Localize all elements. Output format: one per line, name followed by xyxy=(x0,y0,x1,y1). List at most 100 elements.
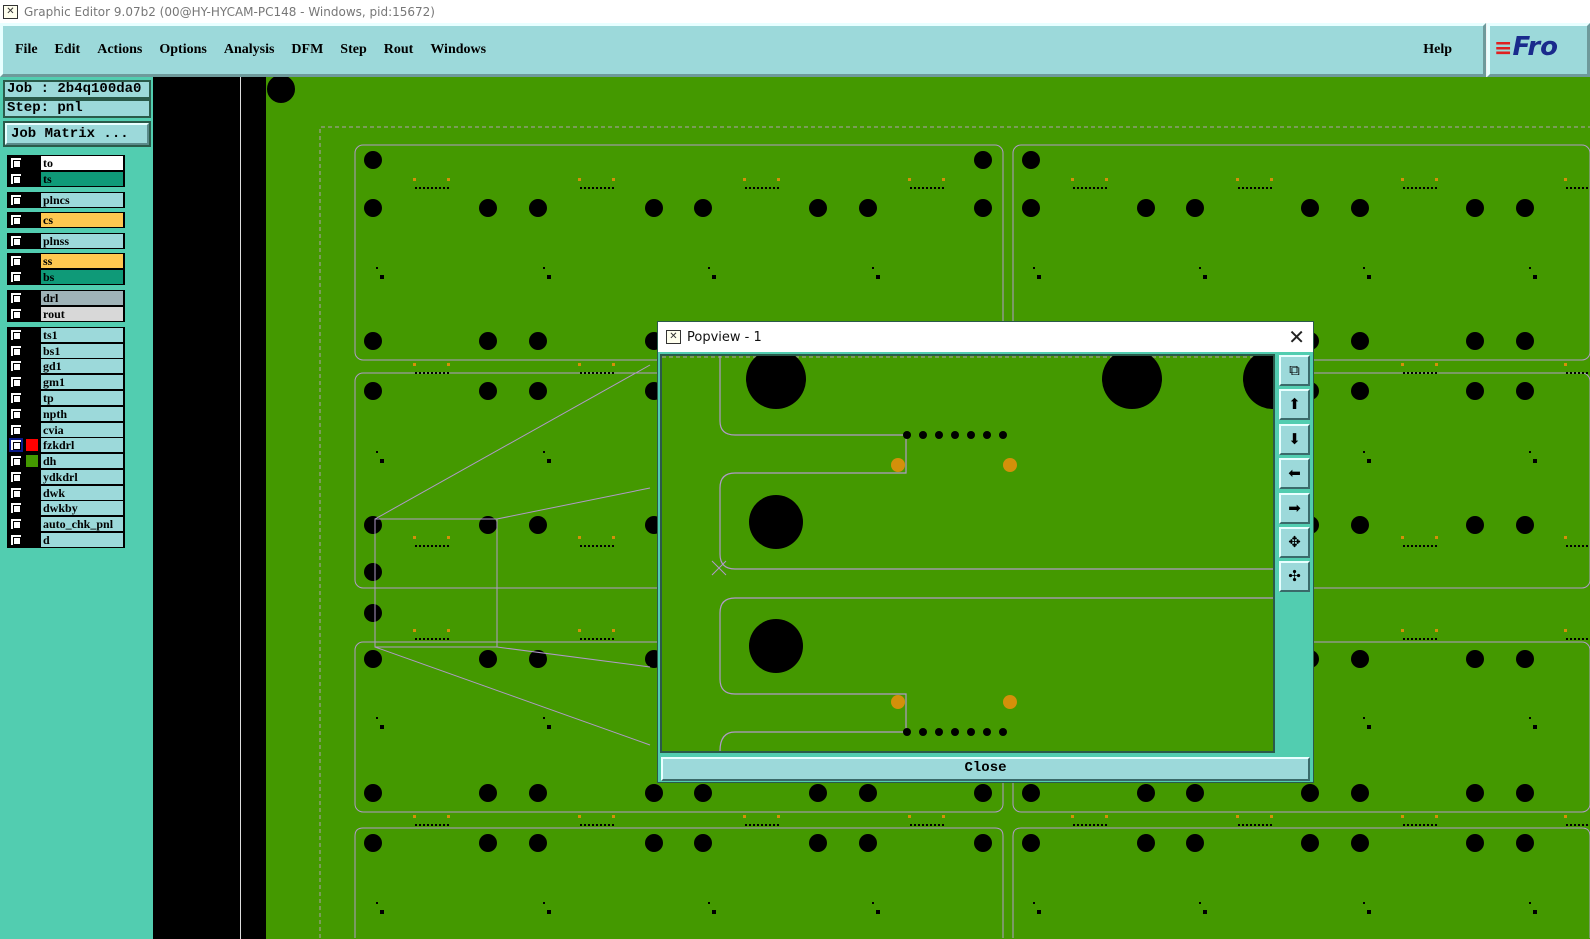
pad-row xyxy=(1423,372,1425,374)
pad-row xyxy=(918,187,920,189)
layer-row-rout[interactable]: rout xyxy=(7,306,125,322)
zoom-out-icon[interactable]: ✣ xyxy=(1279,561,1310,592)
layer-row-gd1[interactable]: gd1 xyxy=(7,358,125,374)
menu-analysis[interactable]: Analysis xyxy=(223,42,275,57)
pad-row xyxy=(753,187,755,189)
layer-checkbox[interactable] xyxy=(9,533,23,547)
small-pad xyxy=(1529,267,1531,269)
menu-dfm[interactable]: DFM xyxy=(291,42,324,57)
layer-checkbox[interactable] xyxy=(9,359,23,373)
pad-row xyxy=(596,372,598,374)
pad-row xyxy=(1578,545,1580,547)
pan-down-icon[interactable]: ⬇ xyxy=(1279,424,1310,455)
pad-row xyxy=(1270,824,1272,826)
close-icon[interactable]: ✕ xyxy=(1288,325,1305,349)
drill-hole xyxy=(479,516,497,534)
menu-file[interactable]: File xyxy=(15,42,38,57)
layer-checkbox[interactable] xyxy=(9,391,23,405)
layer-row-cvia[interactable]: cvia xyxy=(7,422,125,438)
drill-hole xyxy=(364,563,382,581)
layer-checkbox[interactable] xyxy=(9,156,23,170)
layer-checkbox[interactable] xyxy=(9,234,23,248)
smd-pad xyxy=(967,431,975,439)
drill-hole xyxy=(1301,199,1319,217)
pad-row xyxy=(1574,545,1576,547)
layer-checkbox[interactable] xyxy=(9,375,23,389)
layer-checkbox[interactable] xyxy=(9,307,23,321)
orange-pad xyxy=(891,458,905,472)
zoom-home-icon[interactable]: ⧉ xyxy=(1279,355,1310,386)
layer-row-fzkdrl[interactable]: fzkdrl xyxy=(7,437,125,453)
layer-row-d[interactable]: d xyxy=(7,532,125,548)
layer-row-plncs[interactable]: plncs xyxy=(7,192,125,208)
layer-checkbox[interactable] xyxy=(9,344,23,358)
layer-row-dwk[interactable]: dwk xyxy=(7,485,125,501)
layer-row-dwkby[interactable]: dwkby xyxy=(7,500,125,516)
layer-color-swatch xyxy=(26,157,38,169)
zoom-in-icon[interactable]: ✥ xyxy=(1279,527,1310,558)
orange-pad xyxy=(1236,178,1239,181)
layer-row-bs1[interactable]: bs1 xyxy=(7,343,125,359)
menu-edit[interactable]: Edit xyxy=(54,42,81,57)
pad-row xyxy=(1435,545,1437,547)
layer-checkbox[interactable] xyxy=(9,172,23,186)
drill-hole xyxy=(1516,516,1534,534)
pan-right-icon[interactable]: ➡ xyxy=(1279,493,1310,524)
layer-checkbox[interactable] xyxy=(9,501,23,515)
popview-close-button[interactable]: Close xyxy=(661,757,1310,781)
job-matrix-button[interactable]: Job Matrix ... xyxy=(3,121,151,147)
layer-row-ts1[interactable]: ts1 xyxy=(7,327,125,343)
layer-checkbox[interactable] xyxy=(9,270,23,284)
layer-checkbox[interactable] xyxy=(9,407,23,421)
layer-row-ydkdrl[interactable]: ydkdrl xyxy=(7,469,125,485)
layer-row-to[interactable]: to xyxy=(7,155,125,171)
menu-actions[interactable]: Actions xyxy=(97,42,143,57)
layer-row-npth[interactable]: npth xyxy=(7,406,125,422)
layer-checkbox[interactable] xyxy=(9,254,23,268)
small-pad xyxy=(1363,902,1365,904)
layer-checkbox[interactable] xyxy=(9,470,23,484)
layer-checkbox[interactable] xyxy=(9,454,23,468)
pad-row xyxy=(1411,824,1413,826)
layer-checkbox[interactable] xyxy=(9,438,23,452)
layer-checkbox[interactable] xyxy=(9,291,23,305)
layer-row-auto_chk_pnl[interactable]: auto_chk_pnl xyxy=(7,516,125,532)
layer-name: bs1 xyxy=(41,344,123,358)
pad-row xyxy=(922,187,924,189)
orange-pad xyxy=(1003,458,1017,472)
layer-checkbox[interactable] xyxy=(9,517,23,531)
drill-hole xyxy=(529,516,547,534)
layer-checkbox[interactable] xyxy=(9,486,23,500)
menu-rout[interactable]: Rout xyxy=(383,42,414,57)
menu-options[interactable]: Options xyxy=(159,42,207,57)
layer-row-cs[interactable]: cs xyxy=(7,212,125,228)
layer-row-tp[interactable]: tp xyxy=(7,390,125,406)
graphic-canvas[interactable] xyxy=(266,77,1590,939)
layer-checkbox[interactable] xyxy=(9,328,23,342)
pan-up-icon[interactable]: ⬆ xyxy=(1279,389,1310,420)
pad-row xyxy=(427,187,429,189)
job-matrix-label: Job Matrix ... xyxy=(5,123,149,145)
drill-hole xyxy=(1022,784,1040,802)
popview-leader-line xyxy=(374,364,651,520)
drill-hole xyxy=(479,332,497,350)
layer-checkbox[interactable] xyxy=(9,193,23,207)
layer-row-ss[interactable]: ss xyxy=(7,253,125,269)
pad-row xyxy=(612,638,614,640)
layer-row-ts[interactable]: ts xyxy=(7,171,125,187)
layer-color-swatch xyxy=(26,308,38,320)
layer-name: cs xyxy=(41,213,123,227)
layer-row-plnss[interactable]: plnss xyxy=(7,233,125,249)
menu-step[interactable]: Step xyxy=(340,42,367,57)
layer-row-bs[interactable]: bs xyxy=(7,269,125,285)
popview-canvas[interactable] xyxy=(660,354,1275,753)
drill-hole xyxy=(1186,784,1204,802)
layer-row-drl[interactable]: drl xyxy=(7,290,125,306)
layer-row-gm1[interactable]: gm1 xyxy=(7,374,125,390)
layer-row-dh[interactable]: dh xyxy=(7,453,125,469)
pan-left-icon[interactable]: ⬅ xyxy=(1279,458,1310,489)
menu-windows[interactable]: Windows xyxy=(430,42,487,57)
layer-checkbox[interactable] xyxy=(9,423,23,437)
layer-checkbox[interactable] xyxy=(9,213,23,227)
menu-help[interactable]: Help xyxy=(1423,42,1452,57)
